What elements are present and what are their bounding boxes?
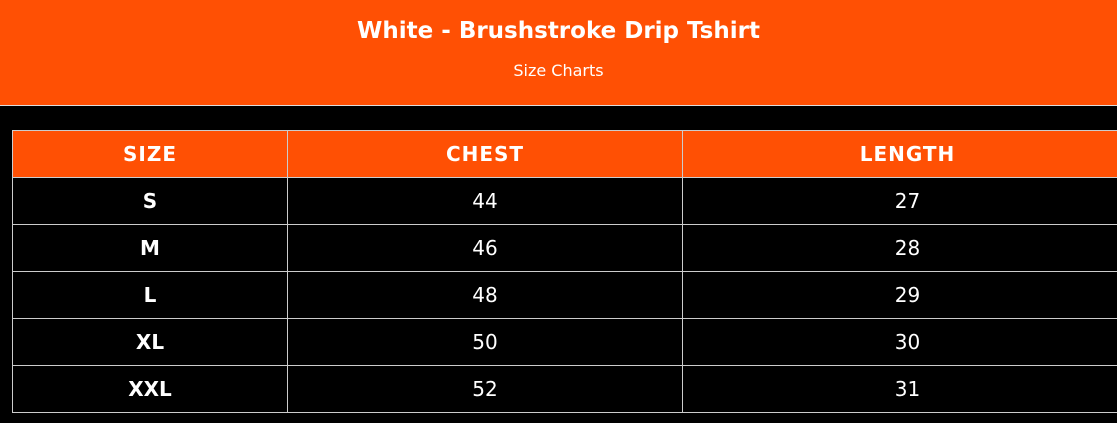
page-subtitle: Size Charts <box>513 61 604 80</box>
length-cell: 30 <box>682 318 1117 366</box>
table-row: XXL 52 31 <box>12 365 1117 413</box>
chest-cell: 50 <box>287 318 683 366</box>
table-row: S 44 27 <box>12 177 1117 225</box>
chest-cell: 52 <box>287 365 683 413</box>
chest-cell: 46 <box>287 224 683 272</box>
length-cell: 28 <box>682 224 1117 272</box>
column-header-length: LENGTH <box>682 130 1117 178</box>
length-cell: 29 <box>682 271 1117 319</box>
length-cell: 31 <box>682 365 1117 413</box>
table-row: L 48 29 <box>12 271 1117 319</box>
size-cell: XXL <box>12 365 288 413</box>
table-header-row: SIZE CHEST LENGTH <box>12 130 1117 178</box>
column-header-chest: CHEST <box>287 130 683 178</box>
chest-cell: 44 <box>287 177 683 225</box>
length-cell: 27 <box>682 177 1117 225</box>
size-cell: M <box>12 224 288 272</box>
size-cell: S <box>12 177 288 225</box>
size-cell: L <box>12 271 288 319</box>
chest-cell: 48 <box>287 271 683 319</box>
table-row: XL 50 30 <box>12 318 1117 366</box>
page-title: White - Brushstroke Drip Tshirt <box>357 18 760 44</box>
table-row: M 46 28 <box>12 224 1117 272</box>
header-banner: White - Brushstroke Drip Tshirt Size Cha… <box>0 0 1117 106</box>
size-chart-table: SIZE CHEST LENGTH S 44 27 M 46 28 L 48 29 XL 50… <box>12 130 1117 413</box>
size-cell: XL <box>12 318 288 366</box>
column-header-size: SIZE <box>12 130 288 178</box>
